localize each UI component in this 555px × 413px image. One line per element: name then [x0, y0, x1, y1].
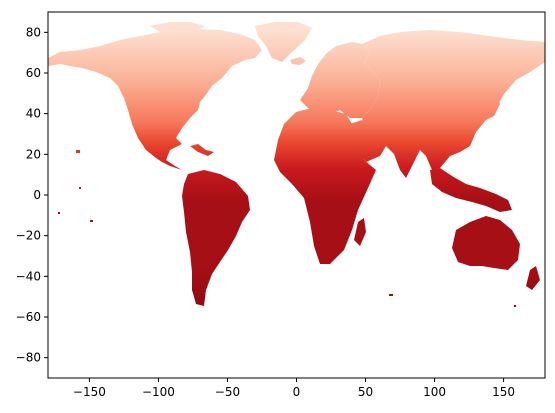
- north-america-landmass: [48, 29, 262, 170]
- y-tick-label: −80: [16, 351, 41, 365]
- y-tick-label: −20: [16, 229, 41, 243]
- x-tick-label: −150: [73, 385, 106, 399]
- x-tick-label: 0: [293, 385, 301, 399]
- south-america-landmass: [182, 170, 250, 306]
- caribbean-islands: [190, 144, 214, 156]
- x-tick-label: 150: [492, 385, 515, 399]
- island-pacific-3: [90, 220, 93, 222]
- y-tick-label: −40: [16, 269, 41, 283]
- africa-landmass: [274, 108, 376, 264]
- island-pacific-2: [58, 212, 60, 214]
- x-tick-label: −100: [142, 385, 175, 399]
- europe-landmass: [300, 42, 380, 118]
- asia-landmass: [362, 30, 545, 178]
- y-tick-label: 20: [26, 147, 41, 161]
- island-pacific-1: [79, 187, 81, 189]
- x-tick-label: 50: [358, 385, 373, 399]
- x-tick-label: −50: [215, 385, 240, 399]
- iceland-landmass: [290, 57, 306, 65]
- y-tick-label: −60: [16, 310, 41, 324]
- island-kerguelen: [389, 294, 393, 296]
- y-axis: 80 60 40 20 0 −20 −40 −60 −80: [16, 25, 48, 365]
- island-hawaii: [76, 150, 80, 153]
- x-tick-label: 100: [423, 385, 446, 399]
- y-tick-label: 0: [33, 188, 41, 202]
- y-tick-label: 40: [26, 107, 41, 121]
- arctic-islands: [150, 22, 205, 32]
- x-axis: −150 −100 −50 0 50 100 150: [73, 378, 515, 399]
- y-tick-label: 80: [26, 25, 41, 39]
- y-tick-label: 60: [26, 66, 41, 80]
- land-masses: [48, 22, 545, 307]
- australia-landmass: [452, 216, 520, 270]
- new-zealand-landmass: [526, 266, 540, 290]
- island-macquarie: [514, 305, 516, 307]
- greenland-landmass: [255, 22, 312, 62]
- southeast-asia-islands: [430, 168, 512, 212]
- madagascar-landmass: [354, 218, 366, 246]
- japan-landmass: [486, 92, 500, 120]
